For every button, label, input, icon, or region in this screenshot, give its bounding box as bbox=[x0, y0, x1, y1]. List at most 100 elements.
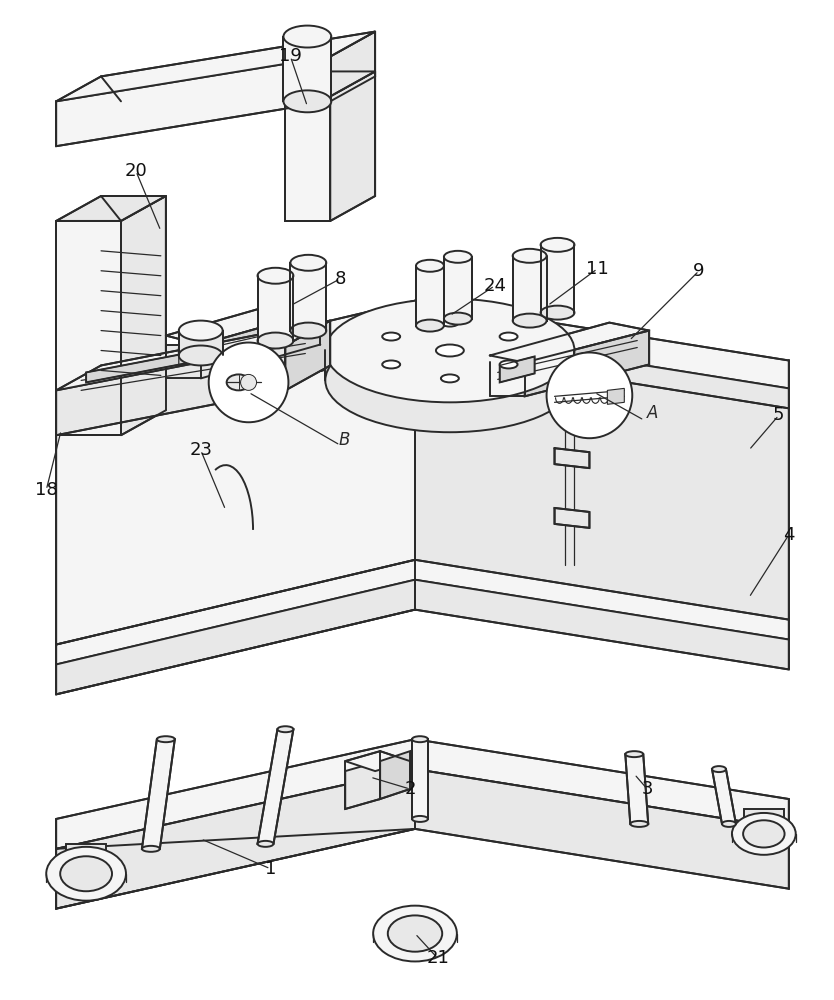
Text: 23: 23 bbox=[189, 441, 212, 459]
Polygon shape bbox=[540, 245, 575, 313]
Polygon shape bbox=[56, 739, 789, 849]
Polygon shape bbox=[178, 339, 216, 365]
Polygon shape bbox=[56, 196, 166, 221]
Ellipse shape bbox=[540, 306, 575, 320]
Ellipse shape bbox=[626, 751, 643, 757]
Polygon shape bbox=[415, 329, 789, 408]
Polygon shape bbox=[56, 301, 789, 413]
Polygon shape bbox=[555, 448, 590, 468]
Ellipse shape bbox=[258, 841, 274, 847]
Ellipse shape bbox=[412, 816, 428, 822]
Polygon shape bbox=[490, 323, 649, 362]
Polygon shape bbox=[626, 754, 648, 824]
Ellipse shape bbox=[743, 820, 785, 847]
Polygon shape bbox=[56, 555, 789, 664]
Text: 8: 8 bbox=[334, 270, 346, 288]
Polygon shape bbox=[285, 71, 375, 96]
Polygon shape bbox=[285, 321, 330, 390]
Ellipse shape bbox=[373, 906, 457, 961]
Ellipse shape bbox=[412, 736, 428, 742]
Ellipse shape bbox=[513, 249, 546, 263]
Ellipse shape bbox=[227, 374, 250, 390]
Ellipse shape bbox=[540, 238, 575, 252]
Polygon shape bbox=[284, 37, 331, 101]
Ellipse shape bbox=[500, 333, 518, 341]
Ellipse shape bbox=[388, 915, 442, 952]
Ellipse shape bbox=[436, 345, 464, 356]
Polygon shape bbox=[166, 303, 320, 345]
Polygon shape bbox=[56, 221, 121, 435]
Ellipse shape bbox=[712, 766, 726, 772]
Text: 2: 2 bbox=[404, 780, 416, 798]
Polygon shape bbox=[712, 769, 736, 824]
Ellipse shape bbox=[500, 360, 518, 368]
Polygon shape bbox=[744, 809, 784, 839]
Circle shape bbox=[208, 343, 289, 422]
Polygon shape bbox=[490, 362, 525, 396]
Circle shape bbox=[240, 374, 257, 390]
Ellipse shape bbox=[325, 329, 575, 432]
Polygon shape bbox=[56, 580, 415, 694]
Polygon shape bbox=[555, 508, 590, 528]
Polygon shape bbox=[412, 739, 428, 819]
Circle shape bbox=[546, 352, 632, 438]
Polygon shape bbox=[444, 257, 472, 319]
Text: 4: 4 bbox=[783, 526, 795, 544]
Polygon shape bbox=[166, 345, 201, 378]
Polygon shape bbox=[56, 321, 330, 390]
Text: A: A bbox=[647, 404, 659, 422]
Polygon shape bbox=[380, 751, 410, 799]
Polygon shape bbox=[56, 346, 415, 645]
Polygon shape bbox=[56, 346, 285, 435]
Polygon shape bbox=[330, 32, 375, 101]
Ellipse shape bbox=[258, 333, 294, 349]
Text: 21: 21 bbox=[426, 949, 450, 967]
Polygon shape bbox=[415, 580, 789, 669]
Text: 20: 20 bbox=[124, 162, 148, 180]
Polygon shape bbox=[201, 311, 320, 378]
Polygon shape bbox=[345, 751, 410, 771]
Polygon shape bbox=[142, 739, 175, 849]
Ellipse shape bbox=[722, 821, 736, 827]
Polygon shape bbox=[607, 388, 625, 404]
Ellipse shape bbox=[290, 323, 326, 339]
Ellipse shape bbox=[142, 846, 160, 852]
Text: 11: 11 bbox=[586, 260, 609, 278]
Ellipse shape bbox=[416, 320, 444, 332]
Polygon shape bbox=[258, 729, 294, 844]
Polygon shape bbox=[56, 329, 415, 433]
Polygon shape bbox=[121, 196, 166, 435]
Polygon shape bbox=[258, 276, 294, 341]
Polygon shape bbox=[86, 350, 201, 382]
Text: 18: 18 bbox=[35, 481, 58, 499]
Text: B: B bbox=[339, 431, 349, 449]
Ellipse shape bbox=[157, 736, 175, 742]
Polygon shape bbox=[290, 263, 326, 331]
Polygon shape bbox=[415, 769, 789, 889]
Ellipse shape bbox=[278, 726, 294, 732]
Ellipse shape bbox=[60, 856, 112, 891]
Polygon shape bbox=[415, 346, 789, 620]
Polygon shape bbox=[345, 761, 380, 809]
Ellipse shape bbox=[631, 821, 648, 827]
Polygon shape bbox=[56, 769, 415, 909]
Ellipse shape bbox=[416, 260, 444, 272]
Polygon shape bbox=[178, 331, 223, 355]
Text: 9: 9 bbox=[693, 262, 705, 280]
Polygon shape bbox=[56, 32, 375, 101]
Ellipse shape bbox=[444, 251, 472, 263]
Polygon shape bbox=[416, 266, 444, 326]
Ellipse shape bbox=[325, 299, 575, 402]
Ellipse shape bbox=[284, 26, 331, 48]
Polygon shape bbox=[525, 331, 649, 396]
Polygon shape bbox=[500, 356, 535, 382]
Text: 5: 5 bbox=[773, 406, 785, 424]
Polygon shape bbox=[513, 256, 546, 321]
Ellipse shape bbox=[732, 813, 796, 855]
Ellipse shape bbox=[290, 255, 326, 271]
Text: 19: 19 bbox=[279, 47, 302, 65]
Polygon shape bbox=[325, 350, 575, 400]
Ellipse shape bbox=[441, 319, 459, 327]
Polygon shape bbox=[66, 844, 106, 874]
Text: 3: 3 bbox=[641, 780, 653, 798]
